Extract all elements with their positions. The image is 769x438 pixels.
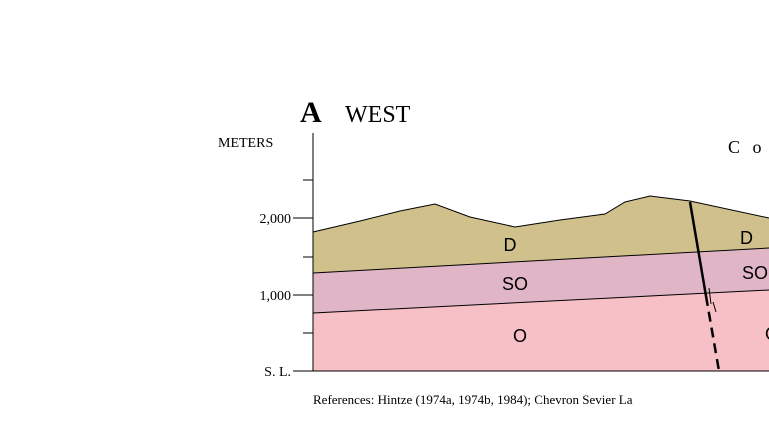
unit-label: D xyxy=(740,228,753,248)
unit-label: D xyxy=(504,235,517,255)
tick-label: 2,000 xyxy=(260,212,292,227)
partial-label: C o xyxy=(728,137,766,157)
unit-label: SO xyxy=(742,263,768,283)
direction: WEST xyxy=(345,102,411,128)
cross-section: A WEST METERS 2,000 1,000 S. L. C o D SO… xyxy=(0,0,769,438)
layers xyxy=(313,196,769,371)
axis xyxy=(293,133,313,371)
unit-label: O xyxy=(513,326,527,346)
axis-unit: METERS xyxy=(218,136,273,151)
references: References: Hintze (1974a, 1974b, 1984);… xyxy=(313,392,633,407)
unit-label: O xyxy=(765,324,769,344)
page: A WEST METERS 2,000 1,000 S. L. C o D SO… xyxy=(0,0,769,438)
tick-label: 1,000 xyxy=(260,289,292,304)
section-letter: A xyxy=(300,96,322,129)
unit-label: SO xyxy=(502,274,528,294)
tick-label: S. L. xyxy=(264,365,291,380)
